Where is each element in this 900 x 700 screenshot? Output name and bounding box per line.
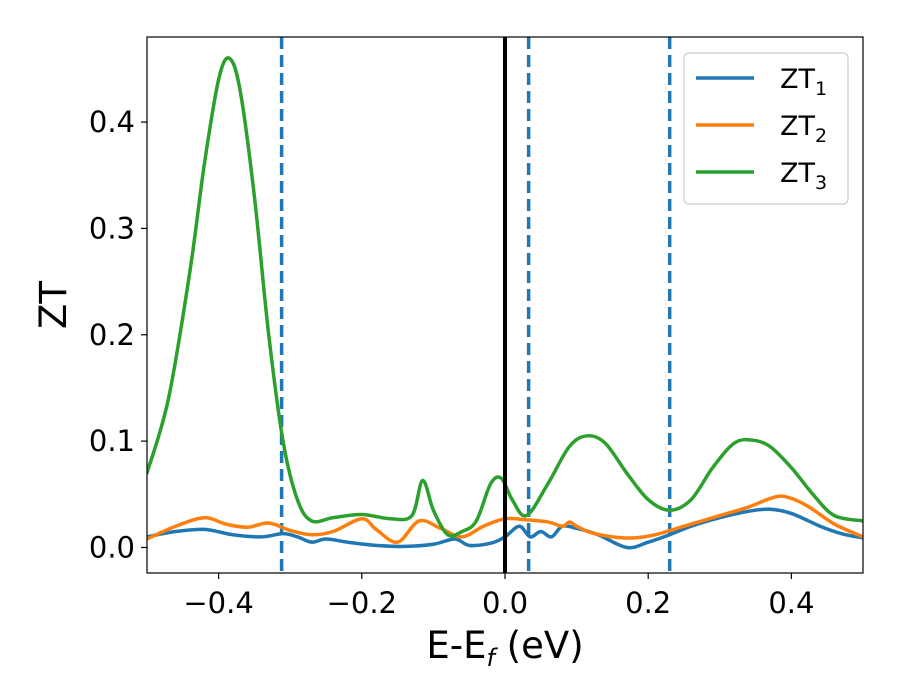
legend-label-main: ZT [780, 64, 815, 95]
y-axis-title: ZT [32, 281, 75, 329]
x-axis-title-unit: (eV) [495, 624, 584, 667]
legend-label-main: ZT [780, 111, 815, 142]
x-axis-ticks: −0.4 −0.2 0.0 0.2 0.4 [183, 573, 814, 620]
x-axis-title-main: E-E [426, 624, 486, 667]
x-tick-label: 0.0 [482, 586, 528, 620]
x-tick-label: −0.4 [183, 586, 253, 620]
series-lines [147, 56, 863, 550]
y-axis-ticks: 0.0 0.1 0.2 0.3 0.4 [89, 105, 147, 564]
reference-lines [279, 37, 672, 573]
series-line-2 [147, 494, 863, 544]
x-tick-label: −0.2 [327, 586, 397, 620]
y-tick-label: 0.4 [89, 105, 135, 139]
series-line-1 [147, 507, 863, 550]
series-line-3 [147, 56, 863, 538]
legend-label-subscript: 2 [815, 125, 827, 147]
x-tick-label: 0.4 [768, 586, 814, 620]
x-axis-title: E-Ef (eV) [426, 624, 583, 672]
legend-label-1: ZT1 [780, 64, 827, 100]
y-tick-label: 0.0 [89, 530, 135, 564]
legend-label-2: ZT2 [780, 111, 827, 147]
y-tick-label: 0.1 [89, 424, 135, 458]
legend-label-main: ZT [780, 158, 815, 189]
y-tick-label: 0.2 [89, 318, 135, 352]
legend-label-subscript: 3 [815, 172, 827, 194]
legend-label-subscript: 1 [815, 78, 827, 100]
legend-label-3: ZT3 [780, 158, 827, 194]
y-tick-label: 0.3 [89, 211, 135, 245]
x-tick-label: 0.2 [625, 586, 671, 620]
legend-box [683, 52, 849, 205]
